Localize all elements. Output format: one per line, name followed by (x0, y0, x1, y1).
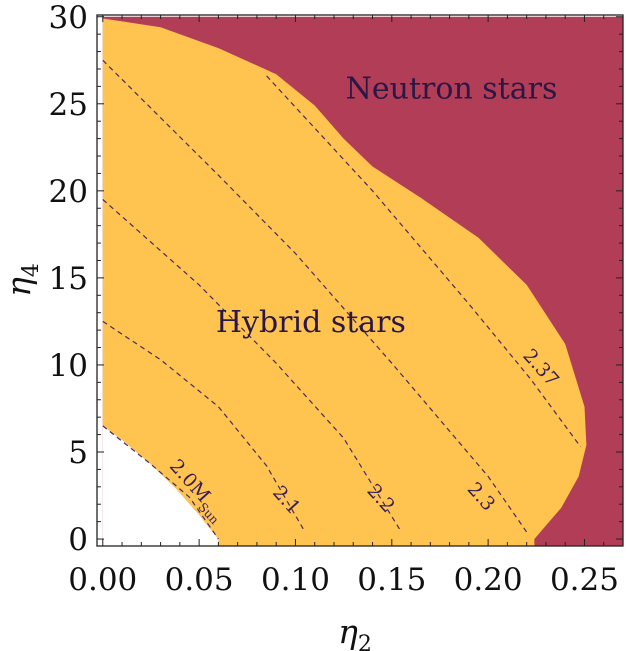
x-tick-label: 0.20 (454, 562, 523, 598)
x-tick-label: 0.00 (68, 562, 137, 598)
region-hybrid-stars (102, 18, 587, 546)
y-tick-label: 0 (68, 522, 88, 558)
y-tick-label: 5 (68, 435, 88, 471)
y-tick-label: 10 (49, 348, 88, 384)
y-tick-label: 15 (49, 261, 88, 297)
y-axis-title: η4 (0, 263, 44, 297)
contour-line-3 (102, 59, 528, 533)
x-axis-title: η2 (338, 612, 372, 651)
region-label-0: Neutron stars (346, 72, 558, 107)
y-tick-label: 20 (49, 174, 88, 210)
x-tick-label: 0.05 (165, 562, 234, 598)
contour-line-0 (102, 425, 219, 540)
y-tick-label: 25 (49, 87, 88, 123)
region-unlabeled (102, 425, 219, 546)
x-tick-label: 0.25 (550, 562, 619, 598)
plot-area (97, 15, 623, 546)
y-tick-label: 30 (49, 0, 88, 36)
plot-frame (96, 14, 624, 547)
contour-line-2 (102, 199, 402, 533)
contour-line-1 (102, 320, 306, 533)
x-tick-label: 0.10 (261, 562, 330, 598)
x-tick-label: 0.15 (357, 562, 426, 598)
region-label-1: Hybrid stars (216, 305, 406, 340)
